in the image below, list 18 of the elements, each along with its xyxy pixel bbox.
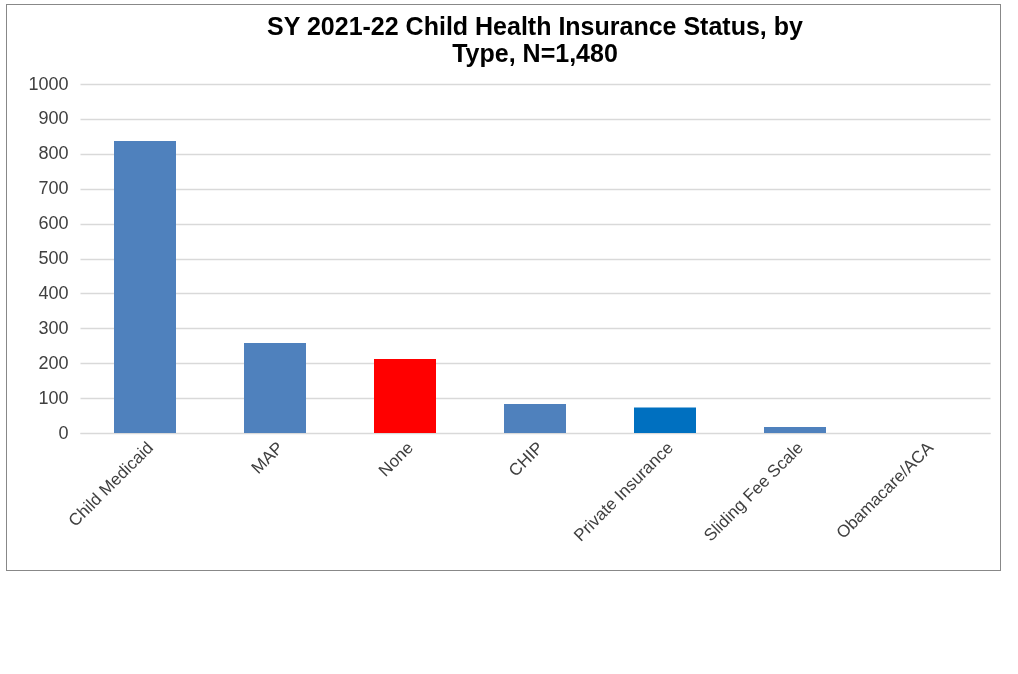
- bar: [374, 359, 436, 433]
- chart-title: SY 2021-22 Child Health Insurance Status, by Type, N=1,480: [267, 12, 804, 67]
- y-tick-label: 700: [38, 178, 69, 199]
- bar: [114, 140, 176, 433]
- y-tick-label: 900: [38, 108, 69, 129]
- bar: [764, 427, 826, 433]
- y-tick-label: 400: [38, 282, 69, 303]
- y-tick-label: 1000: [28, 73, 69, 94]
- y-tick-label: 0: [58, 422, 69, 443]
- y-tick-label: 800: [38, 143, 69, 164]
- y-tick-label: 100: [38, 387, 69, 408]
- y-tick-label: 500: [38, 248, 69, 268]
- bar: [244, 342, 306, 433]
- y-tick-label: 600: [38, 213, 69, 234]
- bar: [634, 407, 696, 433]
- y-tick-label: 300: [38, 317, 69, 338]
- bar: [504, 404, 566, 433]
- y-tick-label: 200: [38, 352, 69, 373]
